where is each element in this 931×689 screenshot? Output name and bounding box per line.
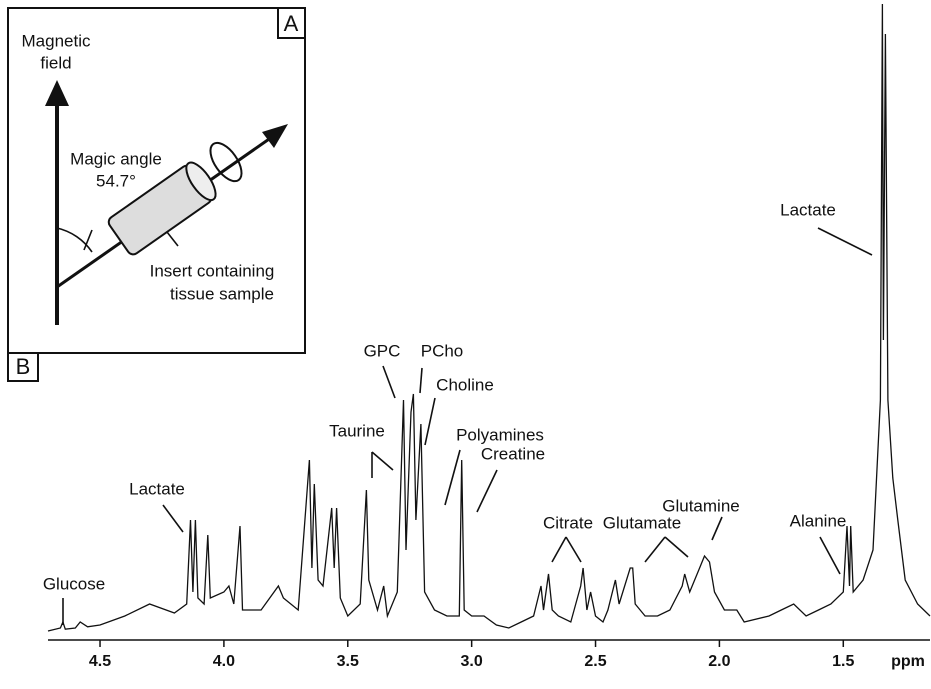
panel-b-box [7, 352, 39, 382]
peak-label: GPC [364, 341, 401, 360]
panel-a-box [277, 7, 306, 39]
insert-label: tissue sample [170, 284, 274, 303]
peak-label: Alanine [790, 511, 847, 530]
spin-ring [209, 141, 243, 183]
peak-label: Glucose [43, 574, 105, 593]
field-label: Magnetic [22, 31, 91, 50]
x-tick-label: 2.0 [708, 653, 730, 670]
insert-cap [185, 161, 217, 202]
peak-label: PCho [421, 341, 464, 360]
peak-label: Polyamines [456, 425, 544, 444]
spectrum [47, 3, 931, 632]
x-axis-label: ppm [891, 653, 925, 670]
angle-arc [56, 227, 93, 253]
peak-leader [551, 536, 567, 563]
angle-label: 54.7° [96, 171, 136, 190]
peak-leader [424, 397, 436, 446]
angle-label: Magic angle [70, 149, 162, 168]
peak-leader [819, 536, 841, 575]
peak-label: Lactate [780, 200, 836, 219]
field-label: field [40, 53, 71, 72]
x-tick-label: 3.5 [337, 653, 359, 670]
rotor-arrowhead [262, 124, 288, 148]
x-tick-label: 1.5 [832, 653, 854, 670]
peak-leader [382, 365, 396, 399]
panel-b-label: B [16, 354, 31, 379]
peak-label: Choline [436, 375, 494, 394]
peak-label: Creatine [481, 444, 545, 463]
peak-leader [476, 469, 498, 513]
x-tick-label: 2.5 [584, 653, 606, 670]
inset-panel: A B Magnetic field Magic angle 54.7° Ins… [7, 7, 306, 382]
peak-leader [162, 504, 184, 533]
peak-leader [711, 516, 723, 541]
peak-leader [817, 227, 873, 256]
peak-label: Citrate [543, 513, 593, 532]
x-tick-label: 4.5 [89, 653, 111, 670]
panel-a-label: A [284, 11, 299, 36]
peak-leader [444, 449, 461, 506]
peak-leader [371, 451, 394, 471]
peak-leader [565, 536, 582, 563]
field-arrowhead [45, 80, 69, 106]
insert-label: Insert containing [150, 261, 275, 280]
peak-leader [644, 536, 666, 563]
peak-label: Glutamine [662, 496, 739, 515]
peak-leader [419, 367, 423, 394]
peak-label: Taurine [329, 421, 385, 440]
sample-insert [107, 161, 217, 256]
peak-label: Lactate [129, 479, 185, 498]
insert-leader [166, 231, 179, 247]
peak-leader [664, 536, 689, 558]
angle-leader [83, 229, 93, 251]
x-tick-label: 3.0 [461, 653, 483, 670]
peak-label: Glutamate [603, 513, 681, 532]
x-tick-label: 4.0 [213, 653, 235, 670]
